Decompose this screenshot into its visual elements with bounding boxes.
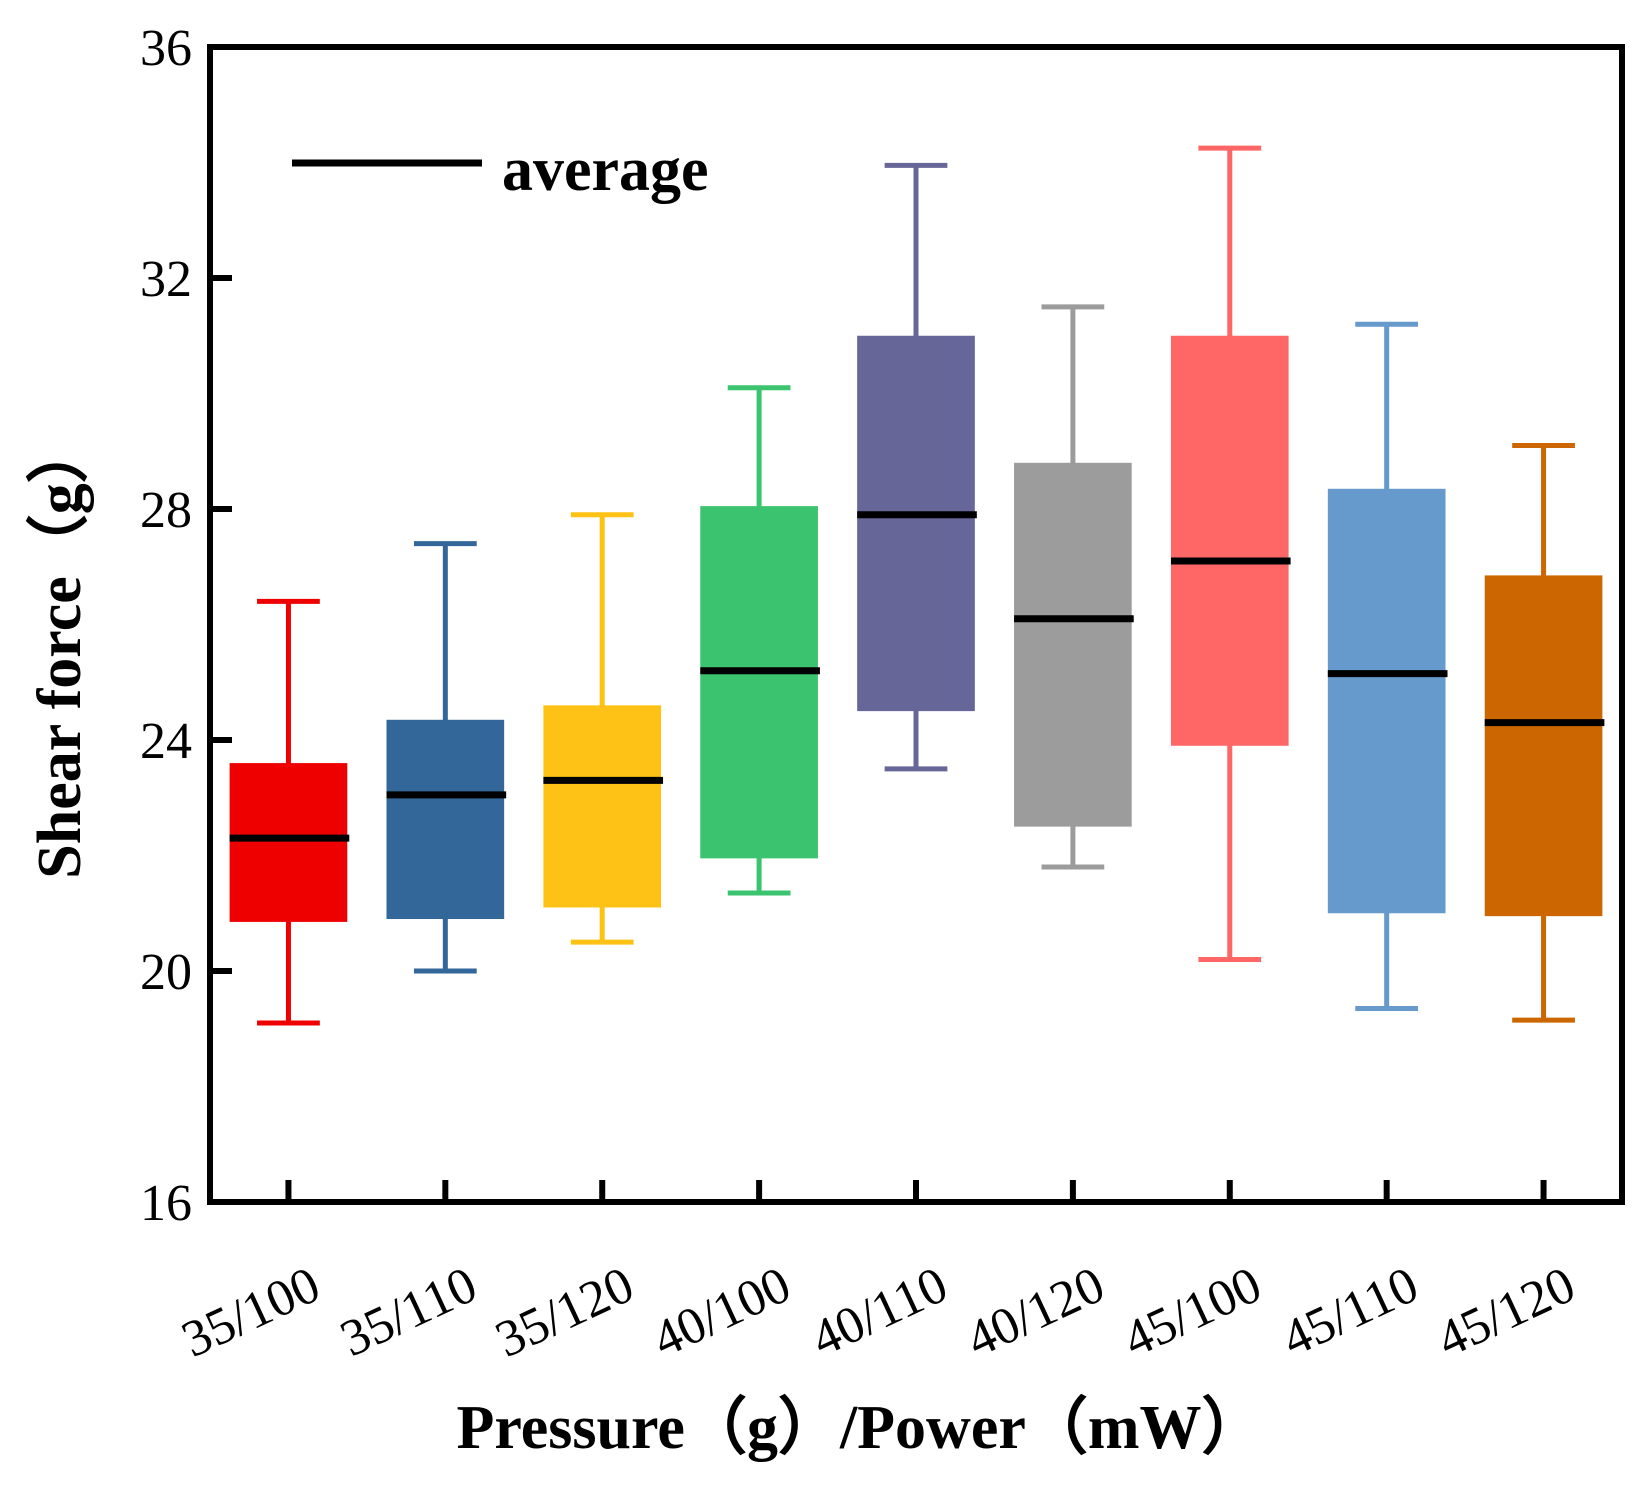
box-35-120 xyxy=(543,512,664,945)
y-tick-label: 24 xyxy=(140,713,192,770)
y-tick-label: 20 xyxy=(140,944,192,1001)
y-tick-label: 28 xyxy=(140,482,192,539)
iqr-box xyxy=(543,705,662,908)
iqr-box xyxy=(700,506,818,859)
iqr-box xyxy=(1014,462,1132,827)
legend: average xyxy=(292,136,709,204)
box-35-100 xyxy=(229,598,350,1026)
x-tick-label: 35/120 xyxy=(487,1256,642,1369)
iqr-box xyxy=(1170,335,1289,746)
box-35-110 xyxy=(386,541,507,974)
x-tick-label: 40/120 xyxy=(958,1256,1113,1369)
iqr-box xyxy=(857,335,975,712)
y-tick-label: 32 xyxy=(140,251,192,308)
x-tick-label: 35/110 xyxy=(332,1256,485,1368)
x-tick-label: 45/100 xyxy=(1115,1256,1270,1369)
box-45-120 xyxy=(1484,442,1605,1023)
x-tick-label: 40/110 xyxy=(803,1256,956,1368)
box-40-120 xyxy=(1014,304,1134,870)
x-tick-label: 40/100 xyxy=(644,1256,799,1369)
box-45-110 xyxy=(1327,321,1448,1012)
iqr-box xyxy=(1484,575,1603,917)
iqr-box xyxy=(386,719,505,920)
x-tick-label: 35/100 xyxy=(174,1256,329,1369)
y-axis-label: Shear force（g） xyxy=(24,421,94,878)
x-tick-label: 45/120 xyxy=(1429,1256,1584,1369)
y-tick-label: 36 xyxy=(140,20,192,77)
legend-average-label: average xyxy=(502,136,709,204)
box-45-100 xyxy=(1170,145,1291,962)
y-tick-label: 16 xyxy=(140,1175,192,1232)
iqr-box xyxy=(1327,488,1446,914)
box-40-110 xyxy=(857,162,977,772)
box-40-100 xyxy=(700,385,820,896)
x-tick-label: 45/110 xyxy=(1273,1256,1426,1368)
iqr-box xyxy=(229,763,348,922)
x-axis-label: Pressure（g）/Power（mW） xyxy=(457,1392,1264,1462)
